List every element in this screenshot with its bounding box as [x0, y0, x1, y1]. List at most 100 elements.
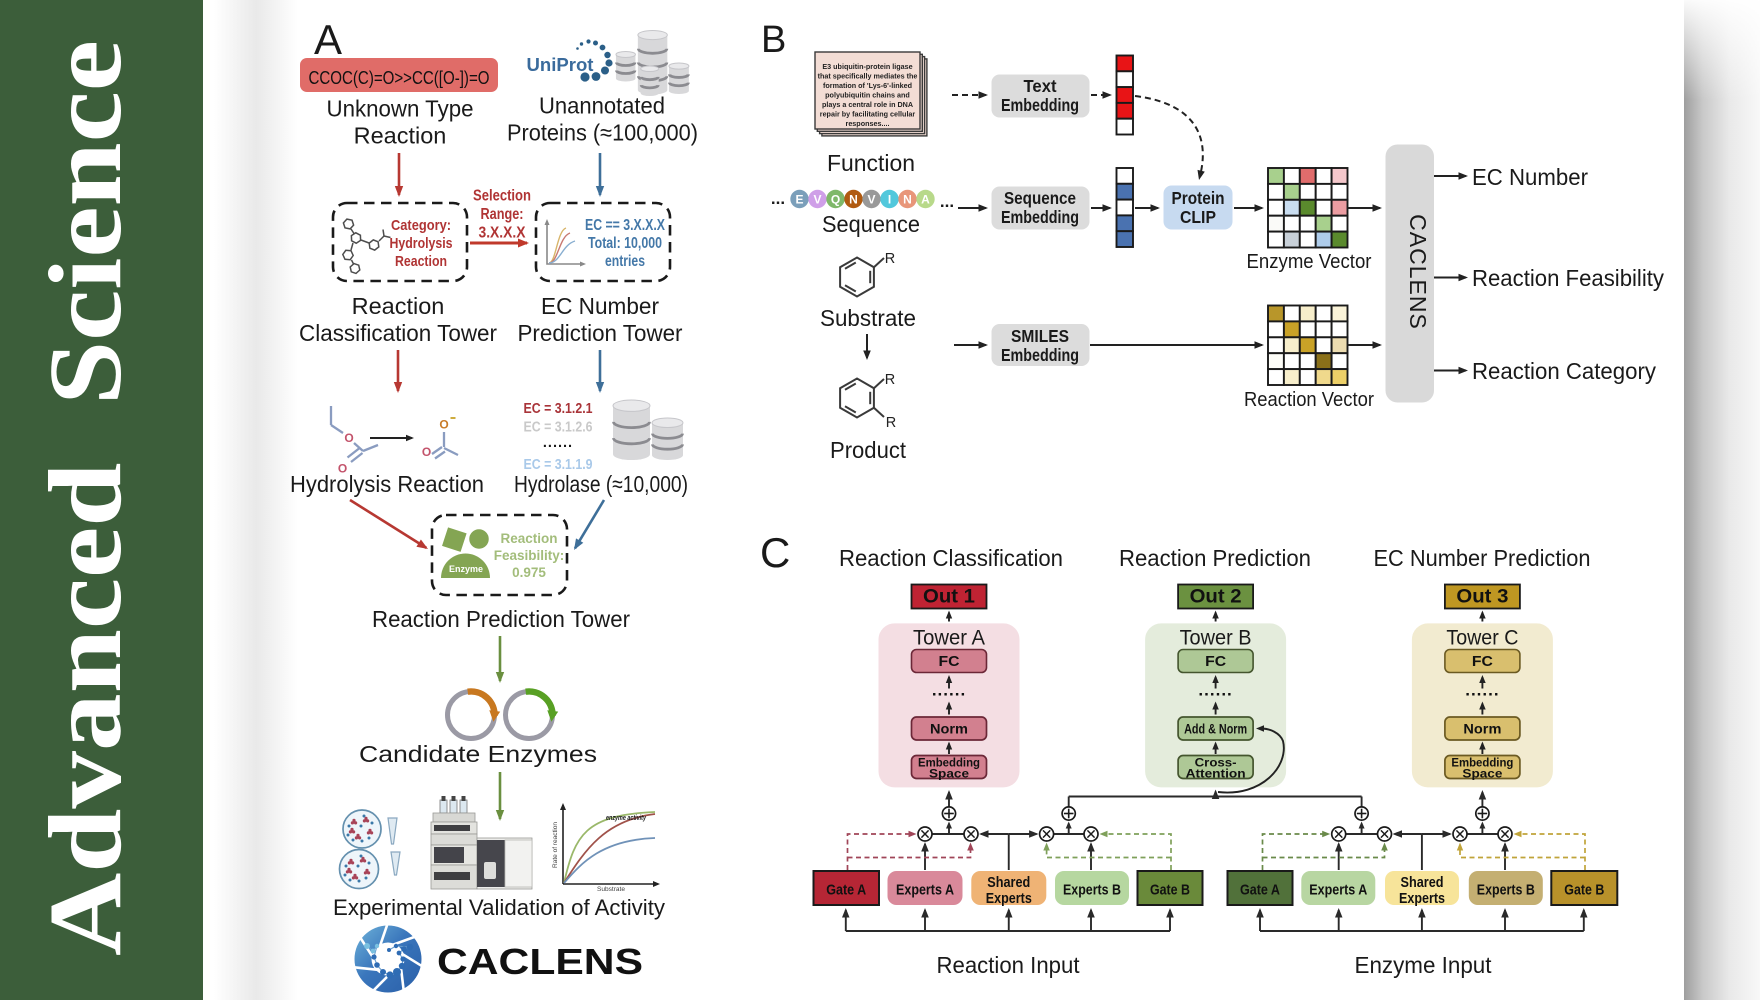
svg-text:Out 3: Out 3	[1456, 587, 1508, 608]
svg-text:EC = 3.1.1.9: EC = 3.1.1.9	[524, 457, 593, 473]
svg-text:Category:: Category:	[391, 217, 451, 234]
svg-text:A: A	[921, 193, 930, 207]
svg-text:Hydrolase (≈10,000): Hydrolase (≈10,000)	[514, 471, 688, 497]
svg-text:N: N	[903, 193, 912, 207]
svg-text:Reaction: Reaction	[500, 531, 557, 546]
svg-text:entries: entries	[605, 253, 645, 270]
svg-text:Protein: Protein	[1172, 188, 1225, 208]
svg-text:Experts A: Experts A	[1309, 882, 1367, 899]
svg-text:CACLENS: CACLENS	[1405, 214, 1431, 330]
svg-text:EC = 3.1.2.6: EC = 3.1.2.6	[524, 420, 593, 436]
svg-text:...: ...	[940, 192, 954, 211]
svg-text:FC: FC	[1472, 654, 1494, 670]
svg-text:CCOC(C)=O>>CC([O-])=O: CCOC(C)=O>>CC([O-])=O	[309, 68, 490, 88]
svg-text:O: O	[344, 431, 353, 445]
svg-text:Enzyme Input: Enzyme Input	[1355, 952, 1492, 978]
svg-text:R: R	[885, 251, 895, 267]
svg-text:V: V	[867, 193, 875, 207]
svg-text:Sequence: Sequence	[1004, 188, 1076, 208]
svg-text:E3 ubiquitin-protein ligase: E3 ubiquitin-protein ligase	[822, 62, 912, 71]
svg-text:N: N	[849, 193, 858, 207]
svg-text:responses....: responses....	[846, 119, 890, 128]
svg-text:0.975: 0.975	[512, 565, 546, 580]
svg-text:Space: Space	[1462, 769, 1502, 781]
svg-text:Embedding: Embedding	[1451, 758, 1513, 770]
svg-text:Space: Space	[929, 769, 969, 781]
svg-text:V: V	[813, 193, 821, 207]
svg-text:Norm: Norm	[930, 722, 968, 737]
svg-text:Reaction: Reaction	[352, 293, 445, 319]
svg-text:E: E	[795, 193, 803, 207]
svg-text:Attention: Attention	[1186, 769, 1246, 781]
svg-text:Embedding: Embedding	[1001, 95, 1079, 115]
svg-text:Reaction: Reaction	[395, 253, 447, 270]
svg-text:C: C	[760, 529, 790, 576]
svg-text:A: A	[314, 16, 342, 63]
svg-text:Reaction: Reaction	[354, 123, 447, 149]
svg-text:...: ...	[771, 189, 785, 208]
svg-text:repair by facilitating cellula: repair by facilitating cellular	[820, 110, 916, 119]
svg-text:Proteins (≈100,000): Proteins (≈100,000)	[507, 120, 698, 146]
svg-text:Cross-: Cross-	[1195, 758, 1237, 770]
svg-text:Product: Product	[830, 437, 906, 463]
svg-text:Experimental Validation of Act: Experimental Validation of Activity	[333, 895, 666, 920]
svg-text:Reaction Category: Reaction Category	[1472, 358, 1656, 384]
svg-text:......: ......	[1198, 681, 1232, 700]
svg-text:SMILES: SMILES	[1011, 326, 1069, 346]
svg-text:Experts: Experts	[986, 890, 1032, 907]
svg-text:......: ......	[932, 681, 966, 700]
svg-text:Unknown Type: Unknown Type	[327, 96, 474, 122]
svg-text:FC: FC	[939, 654, 961, 670]
svg-text:Enzyme Vector: Enzyme Vector	[1247, 251, 1372, 273]
svg-text:Feasibility:: Feasibility:	[494, 548, 565, 563]
svg-text:3.X.X.X: 3.X.X.X	[479, 225, 527, 242]
svg-text:O: O	[439, 418, 448, 432]
svg-text:Tower B: Tower B	[1180, 626, 1252, 650]
svg-text:CACLENS: CACLENS	[437, 941, 643, 982]
svg-text:R: R	[885, 372, 895, 388]
svg-text:......: ......	[1465, 681, 1499, 700]
svg-text:Reaction Input: Reaction Input	[937, 952, 1080, 978]
svg-text:Gate B: Gate B	[1564, 882, 1604, 899]
svg-text:EC = 3.1.2.1: EC = 3.1.2.1	[524, 401, 593, 417]
svg-text:Sequence: Sequence	[822, 211, 920, 237]
svg-text:Gate A: Gate A	[1240, 882, 1280, 899]
svg-text:Experts A: Experts A	[896, 882, 954, 899]
svg-text:Tower A: Tower A	[913, 626, 986, 650]
svg-text:Range:: Range:	[481, 206, 524, 223]
svg-text:formation of 'Lys-6'-linked: formation of 'Lys-6'-linked	[823, 81, 912, 90]
svg-text:O: O	[338, 462, 347, 476]
svg-text:Embedding: Embedding	[1001, 207, 1079, 227]
svg-text:Experts B: Experts B	[1063, 882, 1121, 899]
svg-text:Hydrolysis Reaction: Hydrolysis Reaction	[290, 471, 484, 497]
svg-text:Substrate: Substrate	[820, 305, 916, 331]
svg-text:Unannotated: Unannotated	[539, 93, 665, 119]
svg-text:polyubiquitin chains and: polyubiquitin chains and	[825, 91, 910, 100]
svg-text:Reaction Classification: Reaction Classification	[839, 545, 1063, 571]
svg-text:Reaction Feasibility: Reaction Feasibility	[1472, 265, 1664, 291]
svg-text:Reaction Prediction: Reaction Prediction	[1119, 545, 1311, 571]
svg-text:Rate of reaction: Rate of reaction	[552, 822, 559, 868]
svg-text:Classification Tower: Classification Tower	[299, 320, 497, 346]
svg-text:EC Number: EC Number	[541, 293, 659, 319]
svg-text:Hydrolysis: Hydrolysis	[390, 235, 453, 252]
svg-text:Selection: Selection	[473, 188, 531, 205]
svg-text:Add & Norm: Add & Norm	[1184, 722, 1247, 737]
svg-text:I: I	[888, 193, 891, 207]
svg-text:EC Number Prediction: EC Number Prediction	[1374, 545, 1591, 571]
svg-text:Embedding: Embedding	[1001, 345, 1079, 365]
svg-text:Reaction Prediction Tower: Reaction Prediction Tower	[372, 606, 630, 632]
svg-text:FC: FC	[1205, 654, 1227, 670]
svg-text:Tower C: Tower C	[1446, 626, 1518, 650]
svg-text:Substrate: Substrate	[597, 886, 625, 893]
svg-text:Experts: Experts	[1399, 890, 1445, 907]
svg-text:Total: 10,000: Total: 10,000	[588, 235, 662, 252]
svg-text:Shared: Shared	[1401, 874, 1444, 891]
svg-text:that specifically mediates the: that specifically mediates the	[818, 72, 918, 81]
svg-text:Reaction Vector: Reaction Vector	[1244, 389, 1374, 411]
svg-text:Experts B: Experts B	[1477, 882, 1535, 899]
svg-text:Norm: Norm	[1463, 722, 1501, 737]
svg-text:B: B	[761, 19, 786, 61]
svg-text:EC Number: EC Number	[1472, 164, 1588, 190]
svg-text:Advanced Science: Advanced Science	[28, 40, 143, 956]
